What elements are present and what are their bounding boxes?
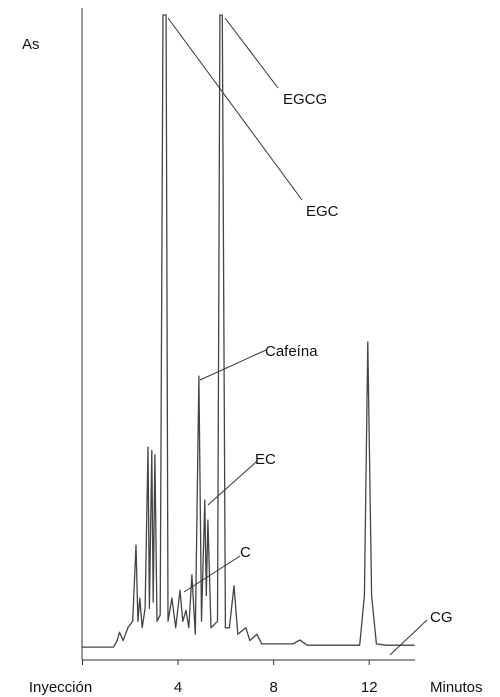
leader-line: [183, 555, 241, 593]
leader-line: [199, 349, 267, 381]
leader-line: [224, 17, 279, 89]
x-axis-label: Minutos: [430, 679, 483, 696]
annotation: EGC: [306, 203, 339, 220]
annotation: C: [240, 544, 251, 561]
annotation: CG: [430, 609, 453, 626]
annotation: Cafeína: [265, 343, 318, 360]
y-axis-label: As: [22, 36, 40, 53]
x-tick-label: 12: [361, 679, 378, 696]
leader-line: [389, 619, 428, 656]
annotation: EGCG: [283, 91, 327, 108]
leader-line: [167, 17, 303, 201]
x-tick-label: 4: [174, 679, 182, 696]
trace: [82, 14, 415, 648]
annotation: EC: [255, 451, 276, 468]
x-tick-label: Inyección: [29, 679, 92, 696]
x-tick-label: 8: [269, 679, 277, 696]
leader-line: [207, 461, 257, 506]
